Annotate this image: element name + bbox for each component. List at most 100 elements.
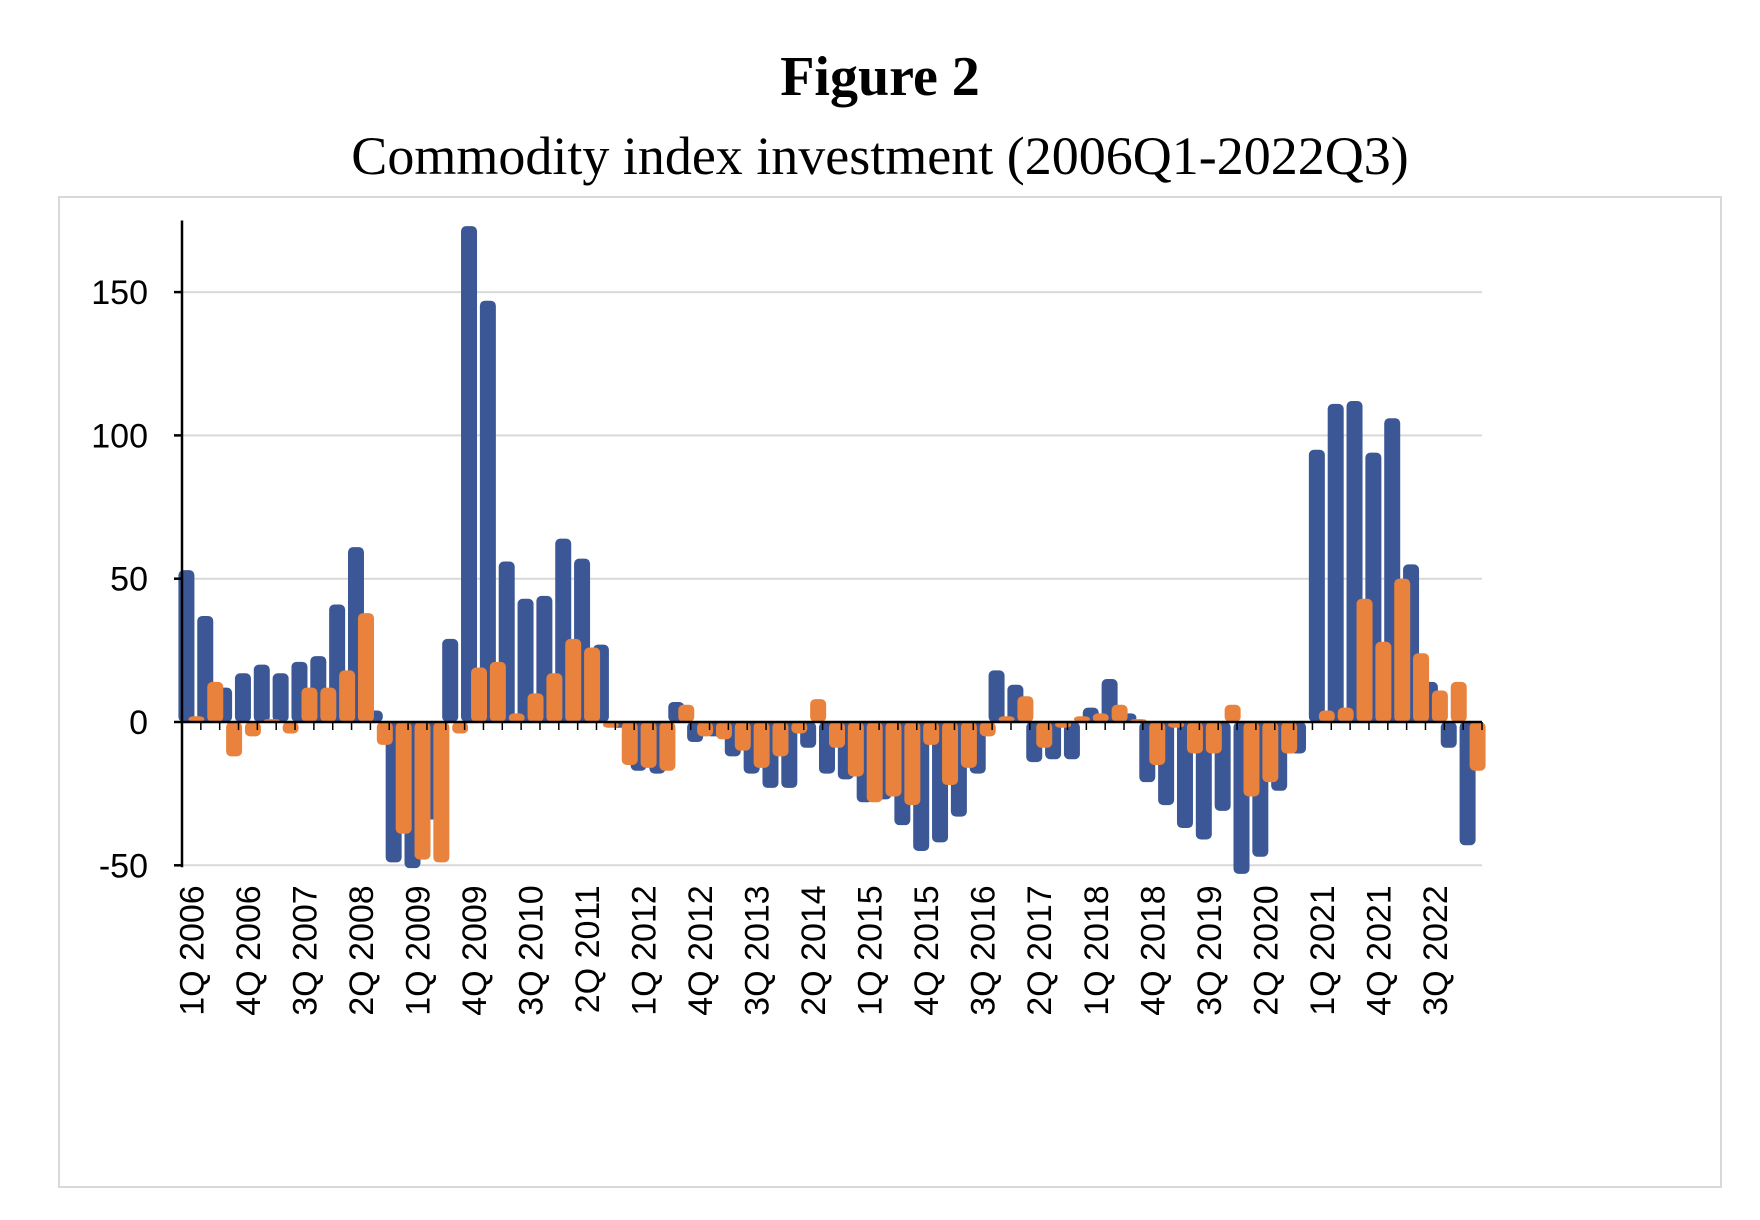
x-tick-label: 4Q 2015 [908, 885, 946, 1015]
bar-series-2 [376, 722, 393, 745]
bar-series-2 [1205, 722, 1222, 754]
figure-heading: Figure 2 [780, 46, 980, 108]
bar-series-2 [301, 687, 318, 722]
x-tick-label: 3Q 2016 [965, 885, 1003, 1015]
bar-series-1 [517, 598, 534, 722]
x-tick-label: 2Q 2017 [1021, 885, 1059, 1015]
bar-series-2 [489, 661, 506, 722]
bar-series-2 [753, 722, 770, 768]
x-tick-label: 4Q 2006 [230, 885, 268, 1015]
bar-series-2 [433, 722, 450, 863]
figure-subtitle: Commodity index investment (2006Q1-2022Q… [351, 126, 1409, 186]
x-tick-label: 1Q 2021 [1304, 885, 1342, 1015]
bar-series-2 [527, 693, 544, 722]
bar-series-2 [1224, 704, 1241, 722]
bar-series-2 [546, 673, 563, 722]
bar-series-1 [253, 664, 270, 722]
bar-series-2 [282, 722, 299, 734]
bar-series-2 [1036, 722, 1053, 748]
x-tick-label: 3Q 2007 [286, 885, 324, 1015]
bar-series-2 [508, 713, 525, 722]
bar-series-2 [471, 667, 488, 722]
bar-series-1 [988, 670, 1005, 722]
bar-series-2 [1186, 722, 1203, 754]
bar-series-1 [1327, 403, 1344, 722]
bar-series-2 [320, 687, 337, 722]
bar-series-1 [234, 673, 251, 722]
bar-series-2 [791, 722, 808, 734]
x-tick-label: 3Q 2019 [1191, 885, 1229, 1015]
bar-series-1 [1063, 722, 1080, 760]
bar-series-2 [904, 722, 921, 806]
bar-series-1 [461, 226, 478, 722]
bar-series-1 [442, 638, 459, 722]
bar-series-2 [885, 722, 902, 797]
bar-series-2 [847, 722, 864, 777]
bar-series-2 [1073, 716, 1090, 722]
x-tick-label: 1Q 2015 [852, 885, 890, 1015]
bar-series-2 [1281, 722, 1298, 754]
x-tick-label: 2Q 2020 [1247, 885, 1285, 1015]
y-tick-label: 100 [91, 417, 148, 455]
bar-series-2 [1469, 722, 1486, 771]
bar-series-1 [1440, 722, 1457, 748]
bar-series-2 [829, 722, 845, 748]
x-tick-label: 1Q 2018 [1078, 885, 1116, 1015]
x-tick-label: 4Q 2018 [1134, 885, 1172, 1015]
bar-series-2 [1243, 722, 1260, 797]
bar-series-2 [942, 722, 959, 786]
bar-series-2 [1318, 710, 1335, 722]
x-tick-label: 4Q 2012 [682, 885, 720, 1015]
bar-series-1 [1308, 449, 1325, 722]
bar-series-2 [998, 716, 1015, 722]
bar-series-2 [226, 722, 243, 757]
bar-series-2 [1356, 598, 1373, 722]
bar-series-2 [734, 722, 751, 751]
bar-series-2 [339, 670, 356, 722]
bar-series-2 [621, 722, 638, 765]
bar-series-2 [188, 716, 205, 722]
x-tick-label: 4Q 2009 [456, 885, 494, 1015]
y-tick-label: -50 [99, 847, 148, 885]
x-tick-label: 1Q 2006 [173, 885, 211, 1015]
bar-series-2 [866, 722, 883, 803]
bar-series-2 [810, 699, 827, 722]
bar-series-2 [772, 722, 789, 757]
bar-series-2 [1262, 722, 1279, 783]
y-tick-label: 50 [110, 561, 148, 599]
bar-series-2 [715, 722, 732, 740]
bar-series-2 [1394, 578, 1411, 722]
x-tick-label: 1Q 2009 [400, 885, 438, 1015]
bar-series-2 [1375, 641, 1392, 722]
bar-series-1 [272, 673, 289, 722]
bar-series-2 [207, 681, 224, 722]
bar-series-2 [923, 722, 940, 745]
bar-series-2 [697, 722, 714, 737]
bar-series-2 [640, 722, 657, 768]
bar-series-2 [979, 722, 996, 737]
x-tick-label: 3Q 2013 [739, 885, 777, 1015]
bar-series-2 [565, 638, 582, 722]
bar-series-2 [659, 722, 676, 771]
bar-series-2 [1431, 690, 1448, 722]
bar-series-2 [395, 722, 412, 834]
bar-series-2 [357, 613, 374, 722]
bar-series-2 [244, 722, 261, 737]
y-tick-label: 0 [129, 704, 148, 742]
bar-series-2 [1111, 704, 1128, 722]
bar-series-2 [1092, 713, 1109, 722]
bar-series-2 [1413, 653, 1430, 722]
bar-series-2 [1149, 722, 1166, 765]
bar-chart: -50 0 50 100 150 1Q 2006 4Q 2006 3Q 2007 2Q 2008… [91, 220, 1486, 1016]
bar-series-2 [678, 704, 695, 722]
x-tick-label: 1Q 2012 [626, 885, 664, 1015]
bar-series-2 [414, 722, 431, 860]
x-tick-label: 2Q 2008 [343, 885, 381, 1015]
bar-series-1 [479, 300, 496, 722]
x-tick-label: 2Q 2011 [569, 885, 607, 1013]
bar-series-2 [584, 647, 601, 722]
x-tick-label: 3Q 2010 [513, 885, 551, 1015]
bar-series-2 [1017, 696, 1034, 722]
y-tick-label: 150 [91, 274, 148, 312]
x-tick-label: 3Q 2022 [1417, 885, 1455, 1015]
